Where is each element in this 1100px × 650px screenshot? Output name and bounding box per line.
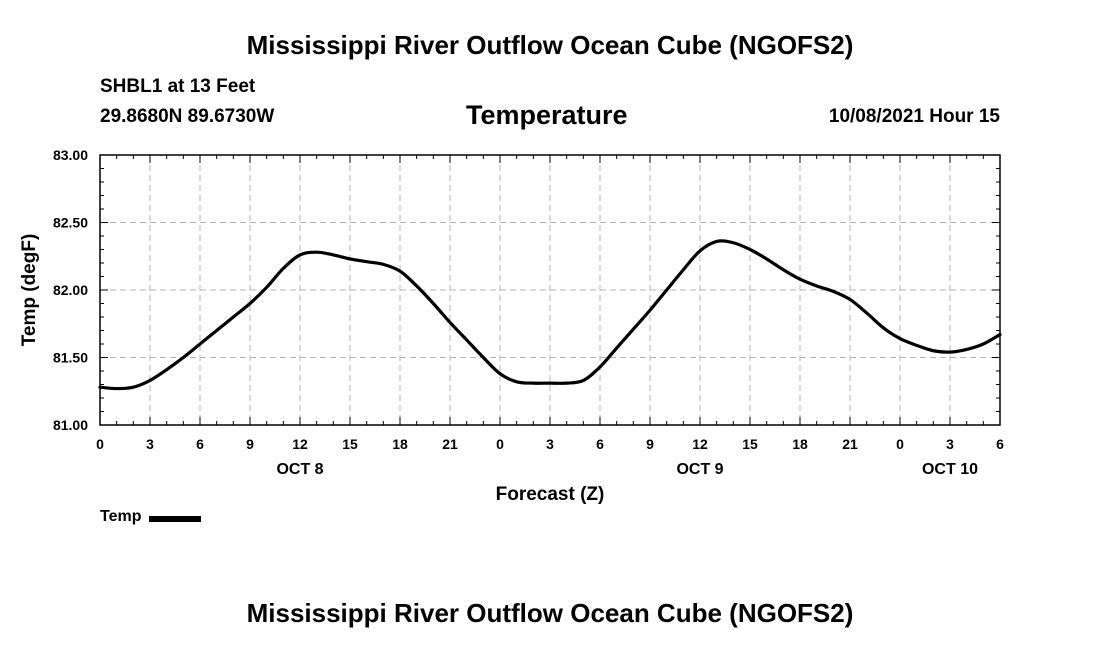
x-tick-label: 3	[146, 436, 154, 452]
parameter-title: Temperature	[466, 100, 628, 130]
day-label: OCT 9	[676, 461, 723, 478]
x-tick-label: 21	[442, 436, 458, 452]
plot-frame	[99, 154, 1001, 426]
x-tick-label: 0	[496, 436, 504, 452]
legend-label: Temp	[100, 508, 142, 525]
station-coordinates: 29.8680N 89.6730W	[100, 106, 275, 127]
x-tick-label: 18	[392, 436, 408, 452]
x-tick-label: 0	[96, 436, 104, 452]
x-tick-label: 12	[292, 436, 308, 452]
y-tick-label: 83.00	[53, 147, 88, 163]
axis-labels: 0 3 6 9 12 15 18 21 0 3 6 9 12 15 18 21 0 3 6 81.00 81.50 82.…	[53, 147, 1004, 478]
x-tick-label: 6	[196, 436, 204, 452]
forecast-timestamp: 10/08/2021 Hour 15	[828, 106, 1000, 127]
temp-series-line	[98, 239, 1002, 391]
day-label: OCT 8	[276, 461, 323, 478]
x-tick-label: 3	[546, 436, 554, 452]
y-tick-label: 81.00	[53, 417, 88, 433]
x-tick-label: 12	[692, 436, 708, 452]
grid-lines	[100, 155, 1000, 425]
x-tick-label: 21	[842, 436, 858, 452]
chart-title: Mississippi River Outflow Ocean Cube (NG…	[246, 30, 854, 60]
y-tick-label: 82.00	[53, 282, 88, 298]
station-label: SHBL1 at 13 Feet	[100, 76, 256, 97]
footer-title: Mississippi River Outflow Ocean Cube (NG…	[246, 598, 854, 628]
legend: Temp	[100, 508, 202, 526]
x-tick-label: 9	[246, 436, 254, 452]
x-tick-label: 0	[896, 436, 904, 452]
series-layer	[98, 239, 1002, 391]
x-axis-title: Forecast (Z)	[496, 484, 605, 505]
x-tick-label: 15	[742, 436, 758, 452]
y-axis-title: Temp (degF)	[19, 234, 40, 347]
legend-line-swatch	[149, 516, 202, 522]
x-tick-label: 18	[792, 436, 808, 452]
day-label: OCT 10	[922, 461, 978, 478]
x-tick-label: 6	[996, 436, 1004, 452]
x-tick-label: 6	[596, 436, 604, 452]
y-tick-label: 82.50	[53, 215, 88, 231]
x-tick-label: 3	[946, 436, 954, 452]
y-tick-label: 81.50	[53, 350, 88, 366]
x-tick-label: 15	[342, 436, 358, 452]
x-tick-label: 9	[646, 436, 654, 452]
